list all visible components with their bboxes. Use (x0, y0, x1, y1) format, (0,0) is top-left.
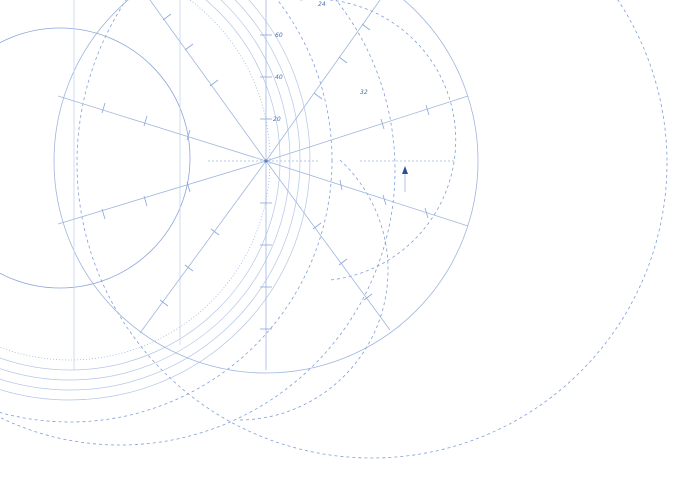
spoke-ticks (101, 13, 430, 307)
center-point (264, 159, 268, 163)
concentric-arc-4 (0, 0, 311, 401)
inner-dashed-arc (300, 0, 457, 281)
axis-ticks (260, 34, 272, 330)
axis-label-20: 20 (273, 116, 281, 123)
concentric-arc-3 (0, 0, 301, 391)
label-24: 24 (318, 1, 326, 8)
left-circle (0, 27, 191, 289)
concentric-arc-1 (0, 0, 281, 371)
outer-dashed-circle-large (76, 0, 668, 459)
axis-label-60: 60 (275, 32, 283, 39)
outer-dashed-circle-left (0, 0, 396, 446)
concentric-arc-dashed (0, 0, 333, 423)
concentric-arc-2 (0, 0, 291, 381)
radial-spokes (57, 0, 469, 334)
label-32: 32 (360, 89, 368, 96)
main-circle (53, 0, 479, 374)
arrow-up-icon (402, 166, 408, 174)
concentric-arc-dotted (0, 0, 271, 361)
inner-dashed-arc-2 (239, 159, 389, 421)
axis-label-40: 40 (275, 74, 283, 81)
